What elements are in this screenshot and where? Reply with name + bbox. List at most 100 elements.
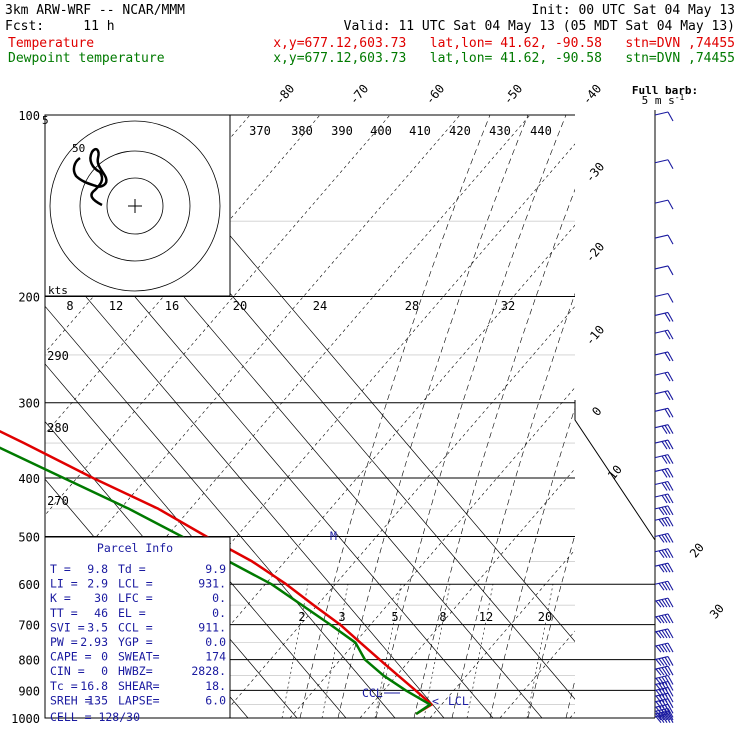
- dry-adiabat: [359, 468, 575, 718]
- parcel-value: 0.0: [205, 635, 226, 649]
- wind-barb: [654, 311, 674, 322]
- wind-barb: [654, 199, 674, 210]
- moist-adiabat: [413, 188, 575, 718]
- isotherm-label: -60: [423, 82, 448, 108]
- parcel-key: LCL =: [118, 577, 153, 591]
- theta-label: 290: [47, 349, 69, 363]
- parcel-title: Parcel Info: [97, 541, 173, 555]
- dry-adiabat: [710, 115, 740, 718]
- parcel-key: CIN =: [50, 664, 85, 678]
- parcel-key: PW =: [50, 635, 78, 649]
- parcel-row: CAPE = 0 SWEAT= 174: [50, 650, 226, 664]
- parcel-row: TT = 46 EL = 0.: [50, 606, 226, 620]
- parcel-value: 9.9: [205, 562, 226, 576]
- speed-tick-label: 32: [501, 299, 515, 313]
- parcel-key: EL =: [118, 606, 146, 620]
- hodograph-ring: [106, 177, 164, 235]
- parcel-key: CCL =: [118, 620, 153, 634]
- pressure-label: 100: [18, 109, 40, 123]
- dry-adiabat: [45, 115, 321, 435]
- parcel-key: HWBZ=: [118, 664, 153, 678]
- isentrope-label: 410: [409, 124, 431, 138]
- parcel-row: CIN = 0 HWBZ= 2828.: [50, 664, 226, 678]
- wind-barb: [654, 580, 674, 591]
- isentrope-label: 390: [331, 124, 353, 138]
- wind-barb: [654, 351, 674, 362]
- isotherm: [45, 363, 347, 718]
- parcel-key: Tc =: [50, 679, 78, 693]
- wind-barb: [654, 613, 674, 624]
- isotherm-label: 30: [707, 601, 727, 621]
- parcel-key: Td =: [118, 562, 146, 576]
- moist-adiabat: [527, 533, 575, 718]
- parcel-key: SREH =: [50, 693, 92, 707]
- isentrope-label: 370: [249, 124, 271, 138]
- dry-adiabat: [219, 305, 575, 718]
- lower-panel-border: [574, 400, 656, 541]
- isotherm: [45, 305, 396, 718]
- isentrope-label: 440: [530, 124, 552, 138]
- theta-label: 270: [47, 494, 69, 508]
- isentrope-label: 420: [449, 124, 471, 138]
- parcel-row: PW = 2.93 YGP = 0.0: [50, 635, 226, 649]
- wind-barb: [654, 424, 674, 434]
- dewpoint-temperature-profile: [0, 446, 432, 716]
- isotherm-label: -30: [583, 160, 608, 186]
- parcel-value: 9.8: [87, 562, 108, 576]
- wind-barb: [654, 234, 674, 245]
- wind-barb: [654, 159, 674, 170]
- isotherm-label: 20: [687, 540, 707, 560]
- wind-barb: [654, 597, 674, 608]
- parcel-value: 0.: [212, 591, 226, 605]
- pressure-label: 1000: [11, 712, 40, 726]
- isotherm-label: -20: [583, 240, 608, 266]
- mixing-ratio-label: 2: [298, 610, 305, 624]
- wind-barbs: [654, 111, 674, 724]
- wind-barb: [654, 532, 674, 543]
- moist-adiabat: [489, 406, 575, 718]
- parcel-value: 0.: [212, 606, 226, 620]
- temperature-profile: [0, 430, 433, 716]
- wind-barb: [654, 371, 674, 382]
- wind-barb: [654, 480, 674, 491]
- hodograph-speed-label: 50: [72, 142, 85, 155]
- parcel-value: 931.: [198, 577, 226, 591]
- hodograph: 50 5 kts 8 12 16 20 24 28 32: [42, 114, 515, 313]
- speed-tick-label: 8: [66, 299, 73, 313]
- parcel-value: 3.5: [87, 620, 108, 634]
- speed-tick-label: 24: [313, 299, 327, 313]
- isotherm: [45, 248, 445, 718]
- parcel-row: Tc = 16.8 SHEAR= 18.: [50, 679, 226, 693]
- parcel-key: T =: [50, 562, 71, 576]
- parcel-row: SREH =135 LAPSE= 6.0: [50, 693, 226, 707]
- wind-barb: [654, 329, 674, 340]
- wind-barb: [654, 628, 674, 639]
- parcel-value: 46: [94, 606, 108, 620]
- isotherm-label: -10: [583, 323, 608, 349]
- parcel-value: 0: [101, 664, 108, 678]
- wind-barb: [654, 454, 674, 464]
- parcel-value: 2.9: [87, 577, 108, 591]
- mixing-ratio-label: 5: [391, 610, 398, 624]
- valid-time: Valid: 11 UTC Sat 04 May 13 (05 MDT Sat …: [344, 19, 735, 34]
- isotherm: [0, 115, 3, 718]
- isotherm-label: -50: [501, 82, 526, 108]
- mixing-ratio-label: 8: [439, 610, 446, 624]
- wind-barb: [654, 390, 674, 401]
- hodograph-ring: [49, 120, 221, 292]
- moist-adiabat: [299, 115, 491, 718]
- speed-tick-label: 16: [165, 299, 179, 313]
- wind-barb: [654, 713, 674, 724]
- parcel-key: LFC =: [118, 591, 153, 605]
- dewpoint-legend-label: Dewpoint temperature: [8, 51, 165, 66]
- speed-tick-label: 12: [109, 299, 123, 313]
- mixing-ratio-line: [281, 584, 309, 719]
- lfc-marker: M: [330, 529, 337, 543]
- isentrope-label: 430: [489, 124, 511, 138]
- pressure-label: 600: [18, 578, 40, 592]
- parcel-value: 2828.: [191, 664, 226, 678]
- parcel-info-panel: Parcel Info T = 9.8 Td = 9.9 LI = 2.9 LCL = 931.…: [44, 536, 231, 724]
- wind-barb: [654, 642, 674, 653]
- speed-tick-label: 20: [233, 299, 247, 313]
- isotherm-label: -80: [273, 82, 298, 108]
